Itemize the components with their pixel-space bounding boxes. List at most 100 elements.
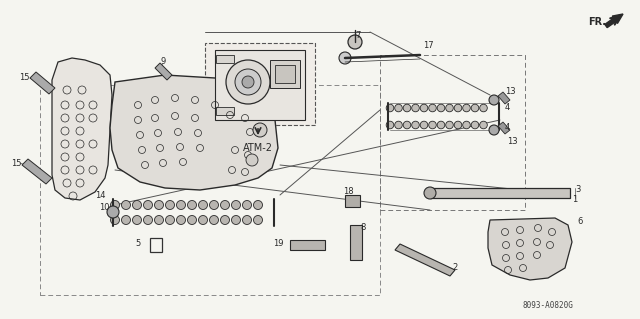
Circle shape [143, 201, 152, 210]
Bar [270, 60, 300, 88]
Text: 4: 4 [504, 123, 509, 132]
Text: 8093-A0820G: 8093-A0820G [523, 301, 573, 310]
Polygon shape [22, 159, 52, 184]
Bar [350, 225, 362, 260]
Bar [216, 107, 234, 115]
Circle shape [445, 121, 453, 129]
Circle shape [403, 121, 411, 129]
Circle shape [243, 216, 252, 225]
Circle shape [209, 201, 218, 210]
Circle shape [166, 216, 175, 225]
Text: 6: 6 [577, 218, 582, 226]
Circle shape [463, 121, 470, 129]
Polygon shape [395, 244, 455, 276]
Circle shape [454, 104, 462, 112]
Bar [380, 55, 525, 210]
Circle shape [243, 201, 252, 210]
Circle shape [177, 216, 186, 225]
Circle shape [489, 125, 499, 135]
Text: ATM-2: ATM-2 [243, 143, 273, 153]
Polygon shape [155, 63, 172, 80]
Text: 18: 18 [342, 188, 353, 197]
Text: 15: 15 [19, 73, 29, 83]
Circle shape [221, 201, 230, 210]
Circle shape [454, 121, 462, 129]
Text: 4: 4 [504, 102, 509, 112]
Circle shape [132, 201, 141, 210]
Circle shape [348, 35, 362, 49]
Text: 17: 17 [422, 41, 433, 50]
Circle shape [386, 121, 394, 129]
Circle shape [412, 104, 419, 112]
Circle shape [132, 216, 141, 225]
Circle shape [429, 121, 436, 129]
Circle shape [253, 201, 262, 210]
Polygon shape [488, 218, 572, 280]
Bar [150, 238, 162, 252]
Circle shape [437, 104, 445, 112]
Circle shape [420, 121, 428, 129]
Circle shape [232, 201, 241, 210]
Circle shape [232, 216, 241, 225]
Circle shape [471, 104, 479, 112]
Bar [290, 240, 325, 250]
Circle shape [198, 216, 207, 225]
Circle shape [154, 216, 163, 225]
FancyArrow shape [605, 14, 623, 28]
Circle shape [395, 121, 403, 129]
Text: 2: 2 [452, 263, 458, 272]
Bar [205, 43, 315, 125]
Circle shape [235, 69, 261, 95]
Text: 13: 13 [505, 87, 515, 97]
Circle shape [480, 121, 487, 129]
Circle shape [412, 121, 419, 129]
Circle shape [253, 123, 267, 137]
Circle shape [209, 216, 218, 225]
Bar [345, 195, 360, 207]
Polygon shape [110, 75, 278, 190]
Polygon shape [498, 92, 510, 104]
Text: 3: 3 [575, 186, 580, 195]
Bar [275, 65, 295, 83]
Circle shape [221, 216, 230, 225]
Circle shape [339, 52, 351, 64]
Circle shape [429, 104, 436, 112]
Text: 1: 1 [572, 196, 578, 204]
Circle shape [154, 201, 163, 210]
Circle shape [143, 216, 152, 225]
Circle shape [489, 95, 499, 105]
Text: 13: 13 [507, 137, 517, 146]
Text: 7: 7 [355, 31, 361, 40]
Circle shape [424, 187, 436, 199]
Circle shape [463, 104, 470, 112]
Text: 10: 10 [99, 204, 109, 212]
Text: 9: 9 [161, 57, 166, 66]
Circle shape [107, 206, 119, 218]
Circle shape [226, 60, 270, 104]
Circle shape [480, 104, 487, 112]
Bar [40, 85, 380, 295]
Circle shape [395, 104, 403, 112]
Circle shape [177, 201, 186, 210]
Circle shape [437, 121, 445, 129]
Text: 8: 8 [360, 224, 365, 233]
Bar [215, 50, 305, 120]
Text: 19: 19 [273, 239, 284, 248]
Circle shape [246, 154, 258, 166]
Text: 14: 14 [95, 191, 105, 201]
Circle shape [403, 104, 411, 112]
Text: FR.: FR. [588, 17, 606, 27]
Polygon shape [498, 122, 510, 134]
Polygon shape [52, 58, 112, 200]
Circle shape [445, 104, 453, 112]
Text: 5: 5 [136, 239, 141, 248]
Circle shape [111, 201, 120, 210]
Circle shape [111, 216, 120, 225]
Circle shape [166, 201, 175, 210]
Circle shape [253, 216, 262, 225]
Circle shape [122, 201, 131, 210]
Circle shape [471, 121, 479, 129]
Circle shape [242, 76, 254, 88]
Bar [430, 188, 570, 198]
Circle shape [122, 216, 131, 225]
